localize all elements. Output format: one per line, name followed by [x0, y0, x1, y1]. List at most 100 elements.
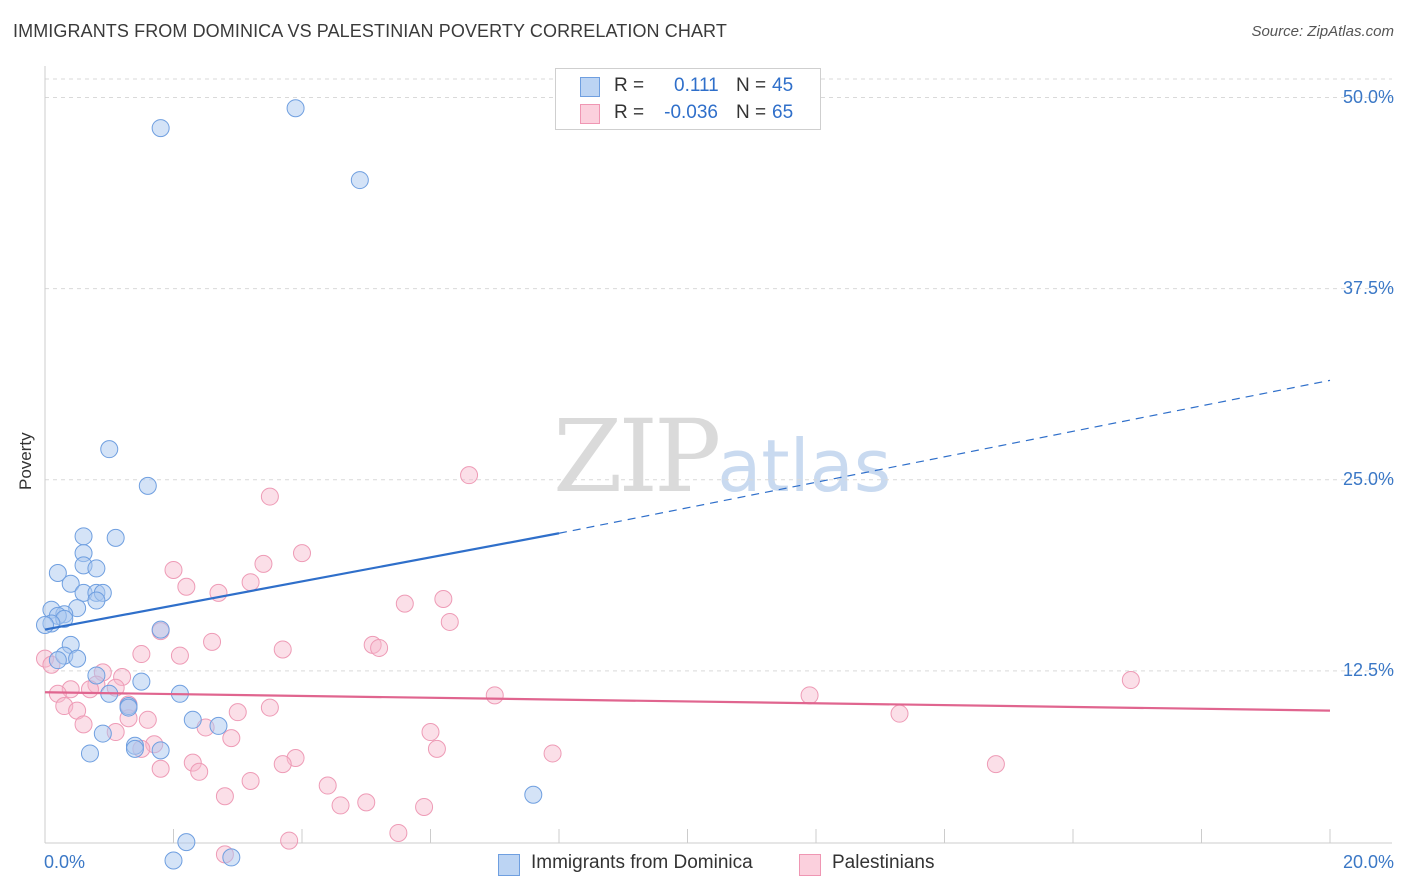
palestinians-point	[260, 698, 279, 717]
y-tick-label: 12.5%	[1342, 660, 1394, 680]
watermark-zip: ZIP	[553, 398, 721, 515]
y-tick-label: 25.0%	[1342, 469, 1394, 489]
legend-n-value: 65	[772, 102, 794, 123]
palestinians-point	[215, 787, 234, 806]
legend-row-dominica: R = 0.111 N = 45	[556, 74, 820, 100]
palestinians-point	[318, 776, 337, 795]
y-tick-label: 50.0%	[1342, 87, 1394, 107]
x-tick-label-min: 0.0%	[44, 852, 86, 872]
dominica-point	[119, 698, 138, 717]
palestinians-point	[273, 755, 292, 774]
source-label: Source: ZipAtlas.com	[1251, 23, 1394, 40]
dominica-point	[138, 476, 157, 495]
dominica-point	[183, 710, 202, 729]
palestinians-point	[800, 686, 819, 705]
palestinians-point	[1121, 671, 1140, 690]
dominica-point	[132, 672, 151, 691]
dominica-points	[36, 99, 543, 870]
legend-row-palestinians: R = -0.036 N = 65	[556, 101, 820, 127]
palestinians-point	[190, 762, 209, 781]
watermark-atlas: atlas	[717, 424, 892, 508]
dominica-point	[350, 171, 369, 190]
dominica-point	[177, 833, 196, 852]
palestinians-point	[132, 645, 151, 664]
x-tick-label-max: 20.0%	[1342, 852, 1394, 872]
dominica-point	[524, 785, 543, 804]
palestinians-point	[395, 594, 414, 613]
palestinians-point	[254, 554, 273, 573]
palestinians-point	[389, 823, 408, 842]
legend-label: Immigrants from Dominica	[531, 852, 753, 873]
y-axis-label: Poverty	[16, 432, 35, 490]
trend-lines	[44, 379, 1331, 712]
dominica-point	[222, 848, 241, 867]
palestinians-point	[74, 715, 93, 734]
legend-r-value: -0.036	[664, 102, 718, 123]
palestinians-point	[280, 831, 299, 850]
palestinians-point	[331, 796, 350, 815]
dominica-point	[106, 528, 125, 547]
dominica-point	[125, 739, 144, 758]
dominica-point	[100, 440, 119, 459]
palestinians-point	[203, 632, 222, 651]
palestinians-point	[170, 646, 189, 665]
palestinians-point	[543, 744, 562, 763]
palestinians-point	[986, 755, 1005, 774]
legend: R = 0.111 N = 45 R = -0.036 N = 65	[555, 68, 821, 130]
palestinians-point	[485, 686, 504, 705]
palestinians-point	[164, 560, 183, 579]
palestinians-point	[183, 753, 202, 772]
dominica-point	[36, 616, 54, 635]
dominica-point	[80, 744, 99, 763]
y-tick-label: 37.5%	[1342, 278, 1394, 298]
dominica-point	[61, 574, 80, 593]
legend-swatch-blue	[498, 854, 520, 876]
dominica-point	[87, 559, 106, 578]
palestinians-trend-line	[44, 691, 1331, 712]
palestinians-point	[228, 703, 247, 722]
axes	[44, 66, 1392, 844]
dominica-point	[87, 591, 106, 610]
dominica-point	[209, 716, 228, 735]
palestinians-point	[415, 797, 434, 816]
legend-n-value: 45	[772, 75, 794, 96]
palestinians-point	[151, 759, 170, 778]
palestinians-point	[241, 771, 260, 790]
palestinians-point	[241, 573, 260, 592]
palestinians-point	[460, 466, 479, 485]
legend-r-label: R =	[614, 75, 645, 96]
dominica-point	[151, 119, 170, 138]
dominica-point	[286, 99, 305, 118]
dominica-point	[48, 651, 67, 670]
palestinians-point	[260, 487, 279, 506]
palestinians-point	[440, 612, 459, 631]
palestinians-point	[890, 704, 909, 723]
legend-n-label: N =	[736, 102, 767, 123]
palestinians-point	[293, 544, 311, 563]
legend-r-value: 0.111	[674, 75, 719, 96]
palestinians-point	[138, 710, 157, 729]
palestinians-point	[113, 667, 132, 686]
legend-swatch-blue	[580, 77, 600, 97]
dominica-point	[151, 741, 170, 760]
dominica-point	[87, 666, 106, 685]
dominica-point	[48, 564, 67, 583]
chart-title: IMMIGRANTS FROM DOMINICA VS PALESTINIAN …	[13, 21, 727, 41]
dominica-point	[93, 724, 112, 743]
palestinians-point	[222, 729, 241, 748]
legend-r-label: R =	[614, 102, 645, 123]
palestinians-points	[36, 466, 1140, 864]
palestinians-point	[357, 793, 376, 812]
legend-n-label: N =	[736, 75, 767, 96]
palestinians-point	[421, 723, 440, 742]
palestinians-point	[434, 590, 453, 609]
palestinians-point	[273, 640, 292, 659]
palestinians-point	[427, 739, 446, 758]
legend-swatch-pink	[799, 854, 821, 876]
dominica-point	[74, 527, 93, 546]
dominica-point	[68, 649, 87, 668]
palestinians-point	[177, 577, 196, 596]
legend-label: Palestinians	[832, 852, 935, 873]
dominica-trend-extension	[558, 379, 1331, 534]
